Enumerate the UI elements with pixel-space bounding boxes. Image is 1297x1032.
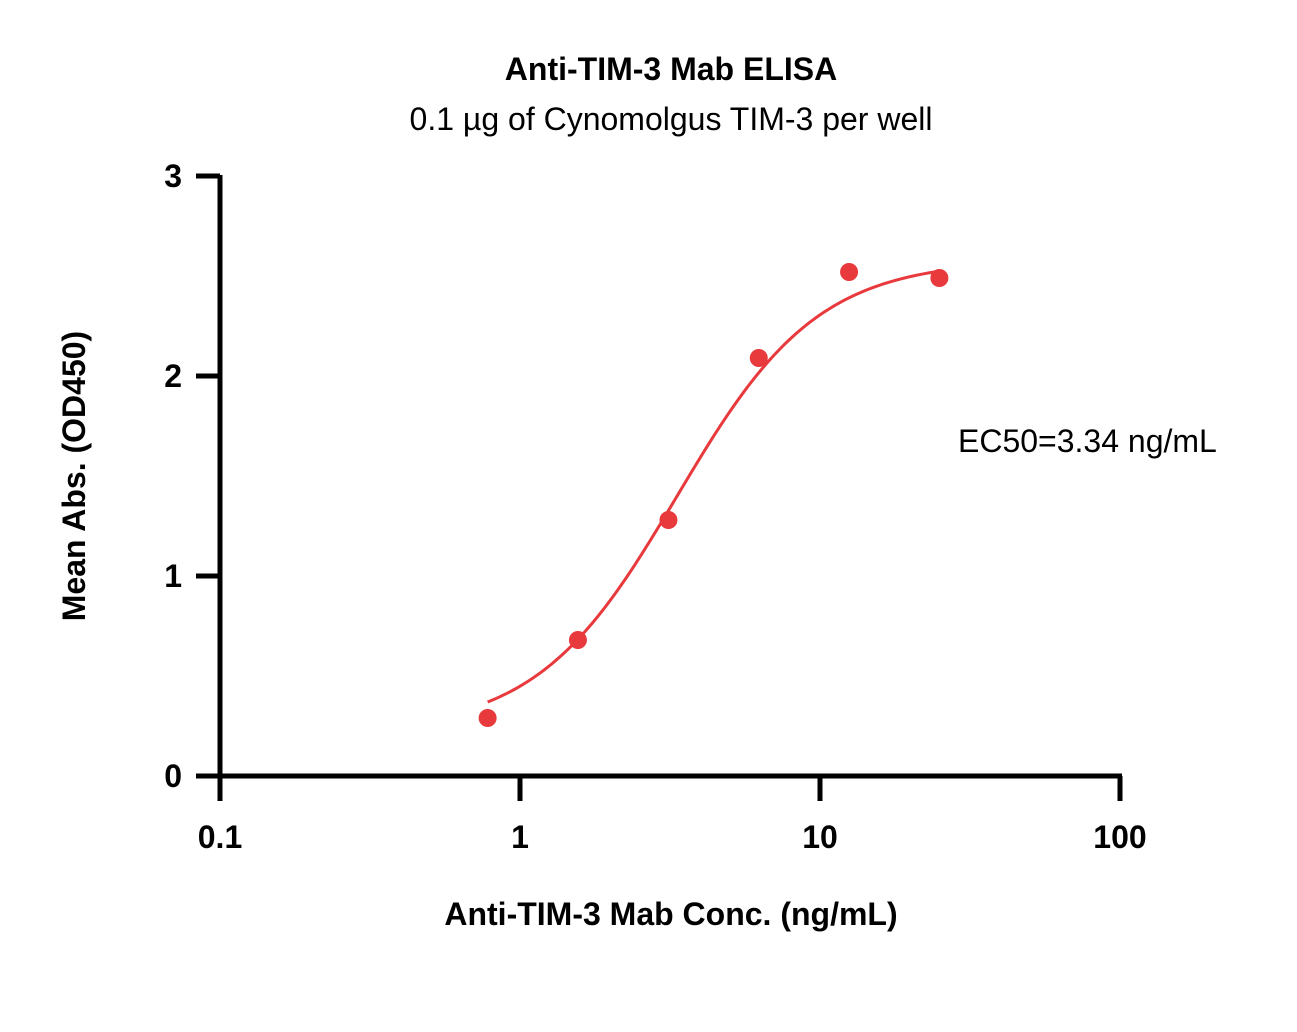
x-axis-label: Anti-TIM-3 Mab Conc. (ng/mL) <box>444 896 897 932</box>
y-tick-label: 0 <box>164 758 182 794</box>
fit-curve <box>487 269 940 704</box>
y-tick-label: 2 <box>164 358 182 394</box>
y-tick-label: 3 <box>164 158 182 194</box>
x-tick-label: 10 <box>802 819 838 855</box>
chart-subtitle: 0.1 µg of Cynomolgus TIM-3 per well <box>410 101 933 137</box>
data-point <box>659 511 678 529</box>
x-ticks: 0.1 1 10 100 <box>198 776 1147 855</box>
axes: 0 1 2 3 0.1 1 10 100 <box>164 158 1146 855</box>
data-point <box>749 349 768 367</box>
data-point <box>568 631 587 649</box>
x-tick-label: 1 <box>511 819 529 855</box>
x-tick-label: 0.1 <box>198 819 242 855</box>
ec50-annotation: EC50=3.34 ng/mL <box>958 423 1217 459</box>
data-point <box>478 709 497 727</box>
chart-title: Anti-TIM-3 Mab ELISA <box>505 51 837 87</box>
data-points <box>478 263 949 727</box>
data-point <box>930 269 949 287</box>
x-tick-label: 100 <box>1093 819 1146 855</box>
y-axis-label: Mean Abs. (OD450) <box>56 331 92 621</box>
y-tick-label: 1 <box>164 558 182 594</box>
y-ticks: 0 1 2 3 <box>164 158 220 794</box>
data-point <box>840 263 859 281</box>
